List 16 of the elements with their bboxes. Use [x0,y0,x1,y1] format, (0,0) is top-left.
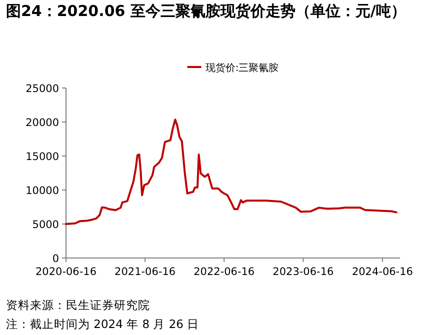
y-tick-label: 25000 [26,83,59,95]
y-tick-label: 15000 [26,151,59,163]
y-tick-label: 0 [52,253,59,265]
legend-label: 现货价:三聚氰胺 [205,62,279,74]
text: 资料来源：民生证券研究院 [6,298,150,313]
y-tick-label: 20000 [26,117,59,129]
text: 注：截止时间为 2024 年 8 月 26 日 [6,317,200,332]
x-tick-label: 2020-06-16 [35,266,97,278]
x-tick-label: 2022-06-16 [194,266,255,278]
y-tick-label: 10000 [26,185,59,197]
x-tick-label: 2021-06-16 [114,266,176,278]
line-series [65,118,398,225]
x-tick-label: 2023-06-16 [272,266,334,278]
chart-title: 图24：2020.06 至今三聚氰胺现货价走势（单位：元/吨） [6,2,407,21]
y-tick-label: 5000 [32,219,59,231]
x-tick-label: 2024-06-16 [352,266,414,278]
